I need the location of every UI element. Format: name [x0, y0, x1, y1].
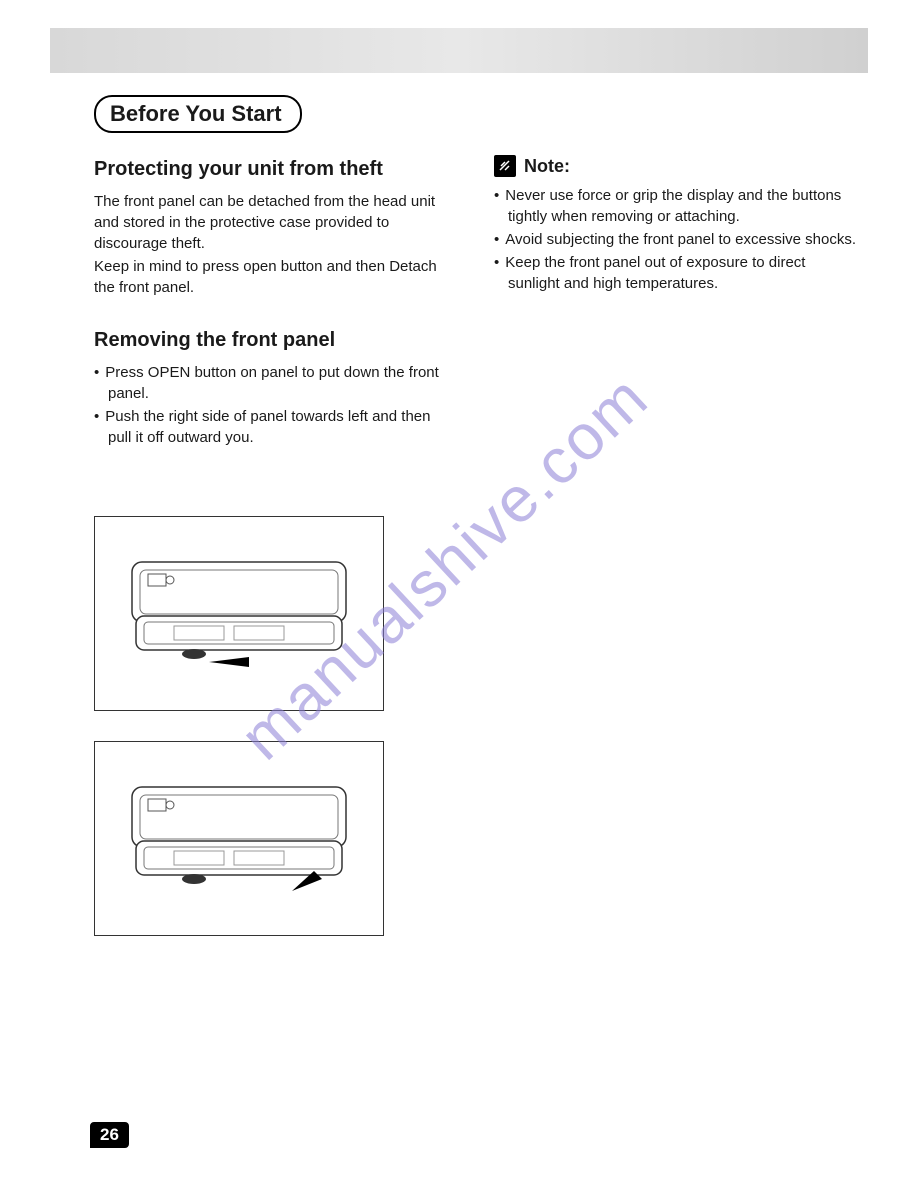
protect-title: Protecting your unit from theft — [94, 155, 454, 183]
list-item: Press OPEN button on panel to put down t… — [94, 362, 454, 404]
note-header: Note: — [494, 155, 858, 177]
remove-list: Press OPEN button on panel to put down t… — [94, 362, 454, 448]
columns: Protecting your unit from theft The fron… — [94, 155, 858, 966]
section-heading: Before You Start — [94, 95, 302, 133]
protect-p1: The front panel can be detached from the… — [94, 191, 454, 254]
note-label: Note: — [524, 156, 570, 177]
left-column: Protecting your unit from theft The fron… — [94, 155, 454, 966]
protect-block: Protecting your unit from theft The fron… — [94, 155, 454, 298]
note-list: Never use force or grip the display and … — [494, 185, 858, 294]
list-item: Never use force or grip the display and … — [494, 185, 858, 227]
note-icon — [494, 155, 516, 177]
diagram-2 — [94, 741, 384, 936]
page-content: Before You Start Protecting your unit fr… — [94, 95, 858, 1128]
diagram-1 — [94, 516, 384, 711]
right-column: Note: Never use force or grip the displa… — [494, 155, 858, 966]
remove-block: Removing the front panel Press OPEN butt… — [94, 326, 454, 448]
remove-title: Removing the front panel — [94, 326, 454, 354]
unit-illustration-icon — [114, 769, 364, 909]
list-item: Keep the front panel out of exposure to … — [494, 252, 858, 294]
list-item: Push the right side of panel towards lef… — [94, 406, 454, 448]
protect-p2: Keep in mind to press open button and th… — [94, 256, 454, 298]
page-number: 26 — [90, 1122, 129, 1148]
header-band — [50, 28, 868, 73]
unit-illustration-icon — [114, 544, 364, 684]
list-item: Avoid subjecting the front panel to exce… — [494, 229, 858, 250]
